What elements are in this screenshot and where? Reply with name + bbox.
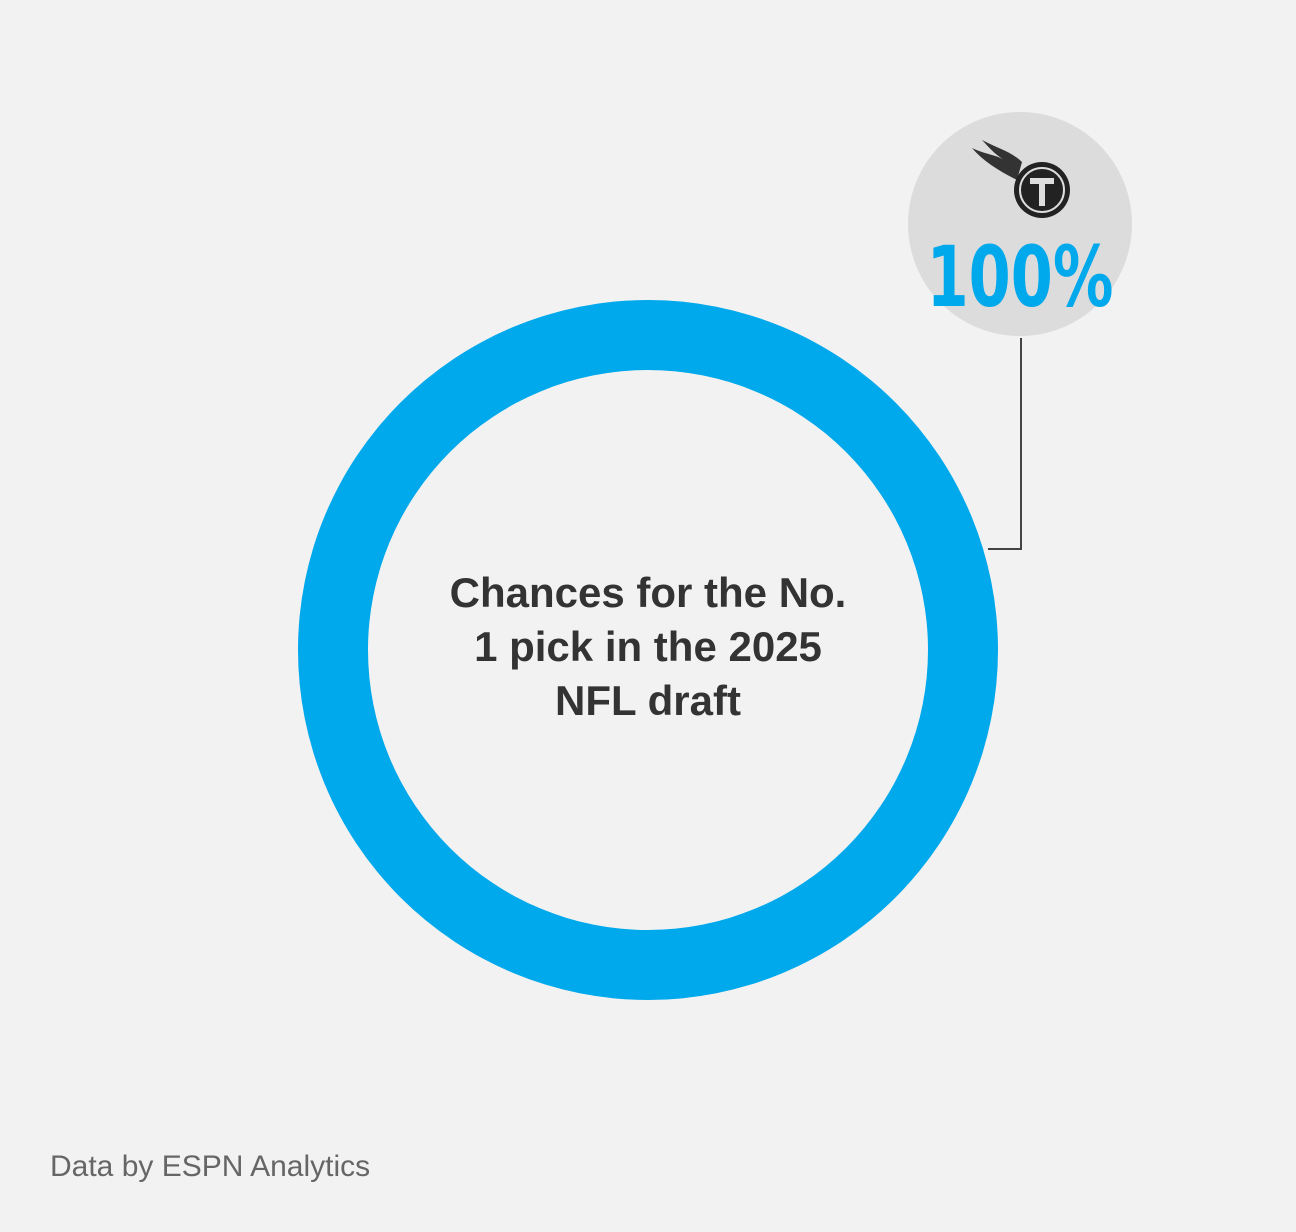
source-note: Data by ESPN Analytics [50, 1150, 371, 1183]
leader-line [988, 338, 1022, 550]
value-label: 100% [927, 229, 1114, 327]
team-logo [972, 140, 1070, 218]
label-bubble [908, 112, 1132, 336]
chart-title: Chances for the No. 1 pick in the 2025 N… [449, 569, 847, 724]
